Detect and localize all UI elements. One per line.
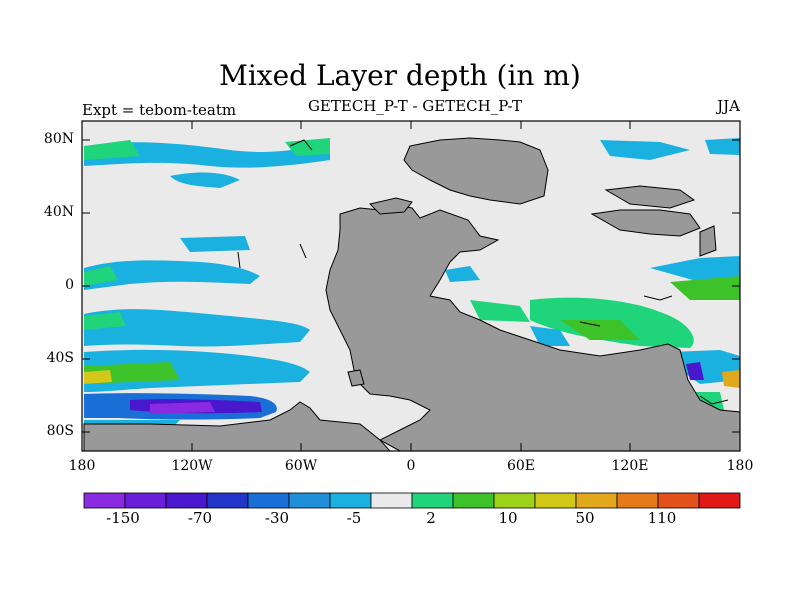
anomaly-patch: [150, 402, 215, 414]
colorbar-swatch: [534, 492, 577, 509]
anomaly-patch: [285, 138, 330, 156]
lon-label-120e: 120E: [611, 458, 649, 474]
anomaly-patch: [722, 370, 740, 388]
colorbar-swatch: [657, 492, 700, 509]
anomaly-patch: [686, 362, 704, 380]
landmass: [590, 209, 701, 237]
lat-ticks: [82, 139, 740, 433]
anomaly-patch: [84, 266, 118, 286]
colorbar-swatch: [247, 492, 290, 509]
colorbar-swatch: [698, 492, 741, 509]
anomaly-patch: [445, 266, 480, 282]
landmass: [369, 197, 413, 215]
anomaly-patch: [530, 326, 570, 346]
map-title: Mixed Layer depth (in m): [219, 59, 581, 92]
comparison-label: GETECH_P-T - GETECH_P-T: [307, 97, 523, 115]
anomaly-patches: [84, 138, 740, 432]
lat-label-40s: 40S: [46, 350, 74, 366]
lon-label-180w: 180: [68, 458, 96, 474]
lat-label-0: 0: [65, 277, 74, 293]
colorbar-swatch: [288, 492, 331, 509]
colorbar-swatch: [206, 492, 249, 509]
colorbar-swatch: [329, 492, 372, 509]
colorbar-swatch: [83, 492, 126, 509]
landmass: [699, 225, 717, 257]
coastline: [643, 295, 673, 301]
lon-label-0: 0: [406, 458, 416, 474]
colorbar-swatch: [124, 492, 167, 509]
lon-ticks: [81, 121, 741, 451]
lon-label-120w: 120W: [171, 458, 213, 474]
coastline: [579, 321, 601, 327]
anomaly-patch: [650, 256, 740, 282]
colorbar-swatch: [493, 492, 536, 509]
coastline: [289, 139, 313, 151]
colorbar-label: -150: [106, 509, 140, 527]
lon-label-180e: 180: [726, 458, 754, 474]
lon-label-60e: 60E: [506, 458, 536, 474]
colorbar-swatch: [575, 492, 618, 509]
landmass: [347, 369, 365, 387]
landmass: [403, 137, 549, 205]
lat-label-80n: 80N: [43, 131, 74, 147]
colorbar-swatch: [616, 492, 659, 509]
colorbar-label: -30: [264, 509, 290, 527]
colorbar-label: 110: [647, 509, 677, 527]
anomaly-patch: [560, 320, 640, 340]
season-label: JJA: [717, 97, 740, 115]
coastline-fragments: [237, 139, 729, 405]
colorbar: [83, 492, 741, 509]
colorbar-swatch: [411, 492, 454, 509]
anomaly-patch: [84, 260, 260, 290]
colorbar-label: -70: [187, 509, 213, 527]
anomaly-patch: [600, 140, 690, 160]
experiment-label: Expt = tebom-teatm: [82, 101, 237, 119]
anomaly-patch: [705, 138, 740, 155]
colorbar-label: 50: [575, 509, 595, 527]
anomaly-patch: [170, 172, 240, 188]
coastline: [237, 251, 241, 269]
anomaly-patch: [180, 236, 250, 252]
colorbar-swatch: [452, 492, 495, 509]
lat-label-40n: 40N: [43, 204, 74, 220]
anomaly-patch: [84, 312, 126, 330]
land-masses: [83, 137, 741, 452]
colorbar-label: 10: [498, 509, 518, 527]
colorbar-label: 2: [426, 509, 436, 527]
anomaly-patch: [84, 370, 112, 384]
anomaly-patch: [84, 140, 140, 160]
colorbar-swatch: [370, 492, 413, 509]
coastline: [699, 395, 729, 405]
anomaly-patch: [470, 300, 530, 322]
lat-label-80s: 80S: [46, 423, 74, 439]
colorbar-label: -5: [346, 509, 362, 527]
colorbar-swatch: [165, 492, 208, 509]
anomaly-patch: [84, 309, 310, 347]
lon-label-60w: 60W: [284, 458, 318, 474]
anomaly-patch: [670, 276, 740, 300]
coastline: [299, 243, 307, 259]
landmass: [604, 185, 696, 209]
anomaly-patch: [84, 142, 330, 168]
